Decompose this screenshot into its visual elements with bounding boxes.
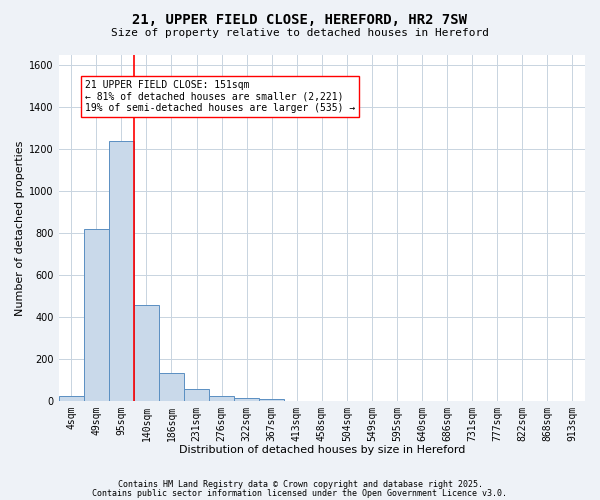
Bar bbox=[184, 389, 209, 400]
Bar bbox=[259, 398, 284, 400]
Bar bbox=[84, 229, 109, 400]
Text: 21, UPPER FIELD CLOSE, HEREFORD, HR2 7SW: 21, UPPER FIELD CLOSE, HEREFORD, HR2 7SW bbox=[133, 12, 467, 26]
Y-axis label: Number of detached properties: Number of detached properties bbox=[15, 140, 25, 316]
Bar bbox=[109, 141, 134, 401]
Bar bbox=[159, 374, 184, 400]
Text: Size of property relative to detached houses in Hereford: Size of property relative to detached ho… bbox=[111, 28, 489, 38]
Bar bbox=[134, 306, 159, 400]
Text: Contains HM Land Registry data © Crown copyright and database right 2025.: Contains HM Land Registry data © Crown c… bbox=[118, 480, 482, 489]
Text: 21 UPPER FIELD CLOSE: 151sqm
← 81% of detached houses are smaller (2,221)
19% of: 21 UPPER FIELD CLOSE: 151sqm ← 81% of de… bbox=[85, 80, 355, 114]
Bar bbox=[59, 396, 84, 400]
X-axis label: Distribution of detached houses by size in Hereford: Distribution of detached houses by size … bbox=[179, 445, 465, 455]
Text: Contains public sector information licensed under the Open Government Licence v3: Contains public sector information licen… bbox=[92, 488, 508, 498]
Bar bbox=[234, 398, 259, 400]
Bar bbox=[209, 396, 234, 400]
